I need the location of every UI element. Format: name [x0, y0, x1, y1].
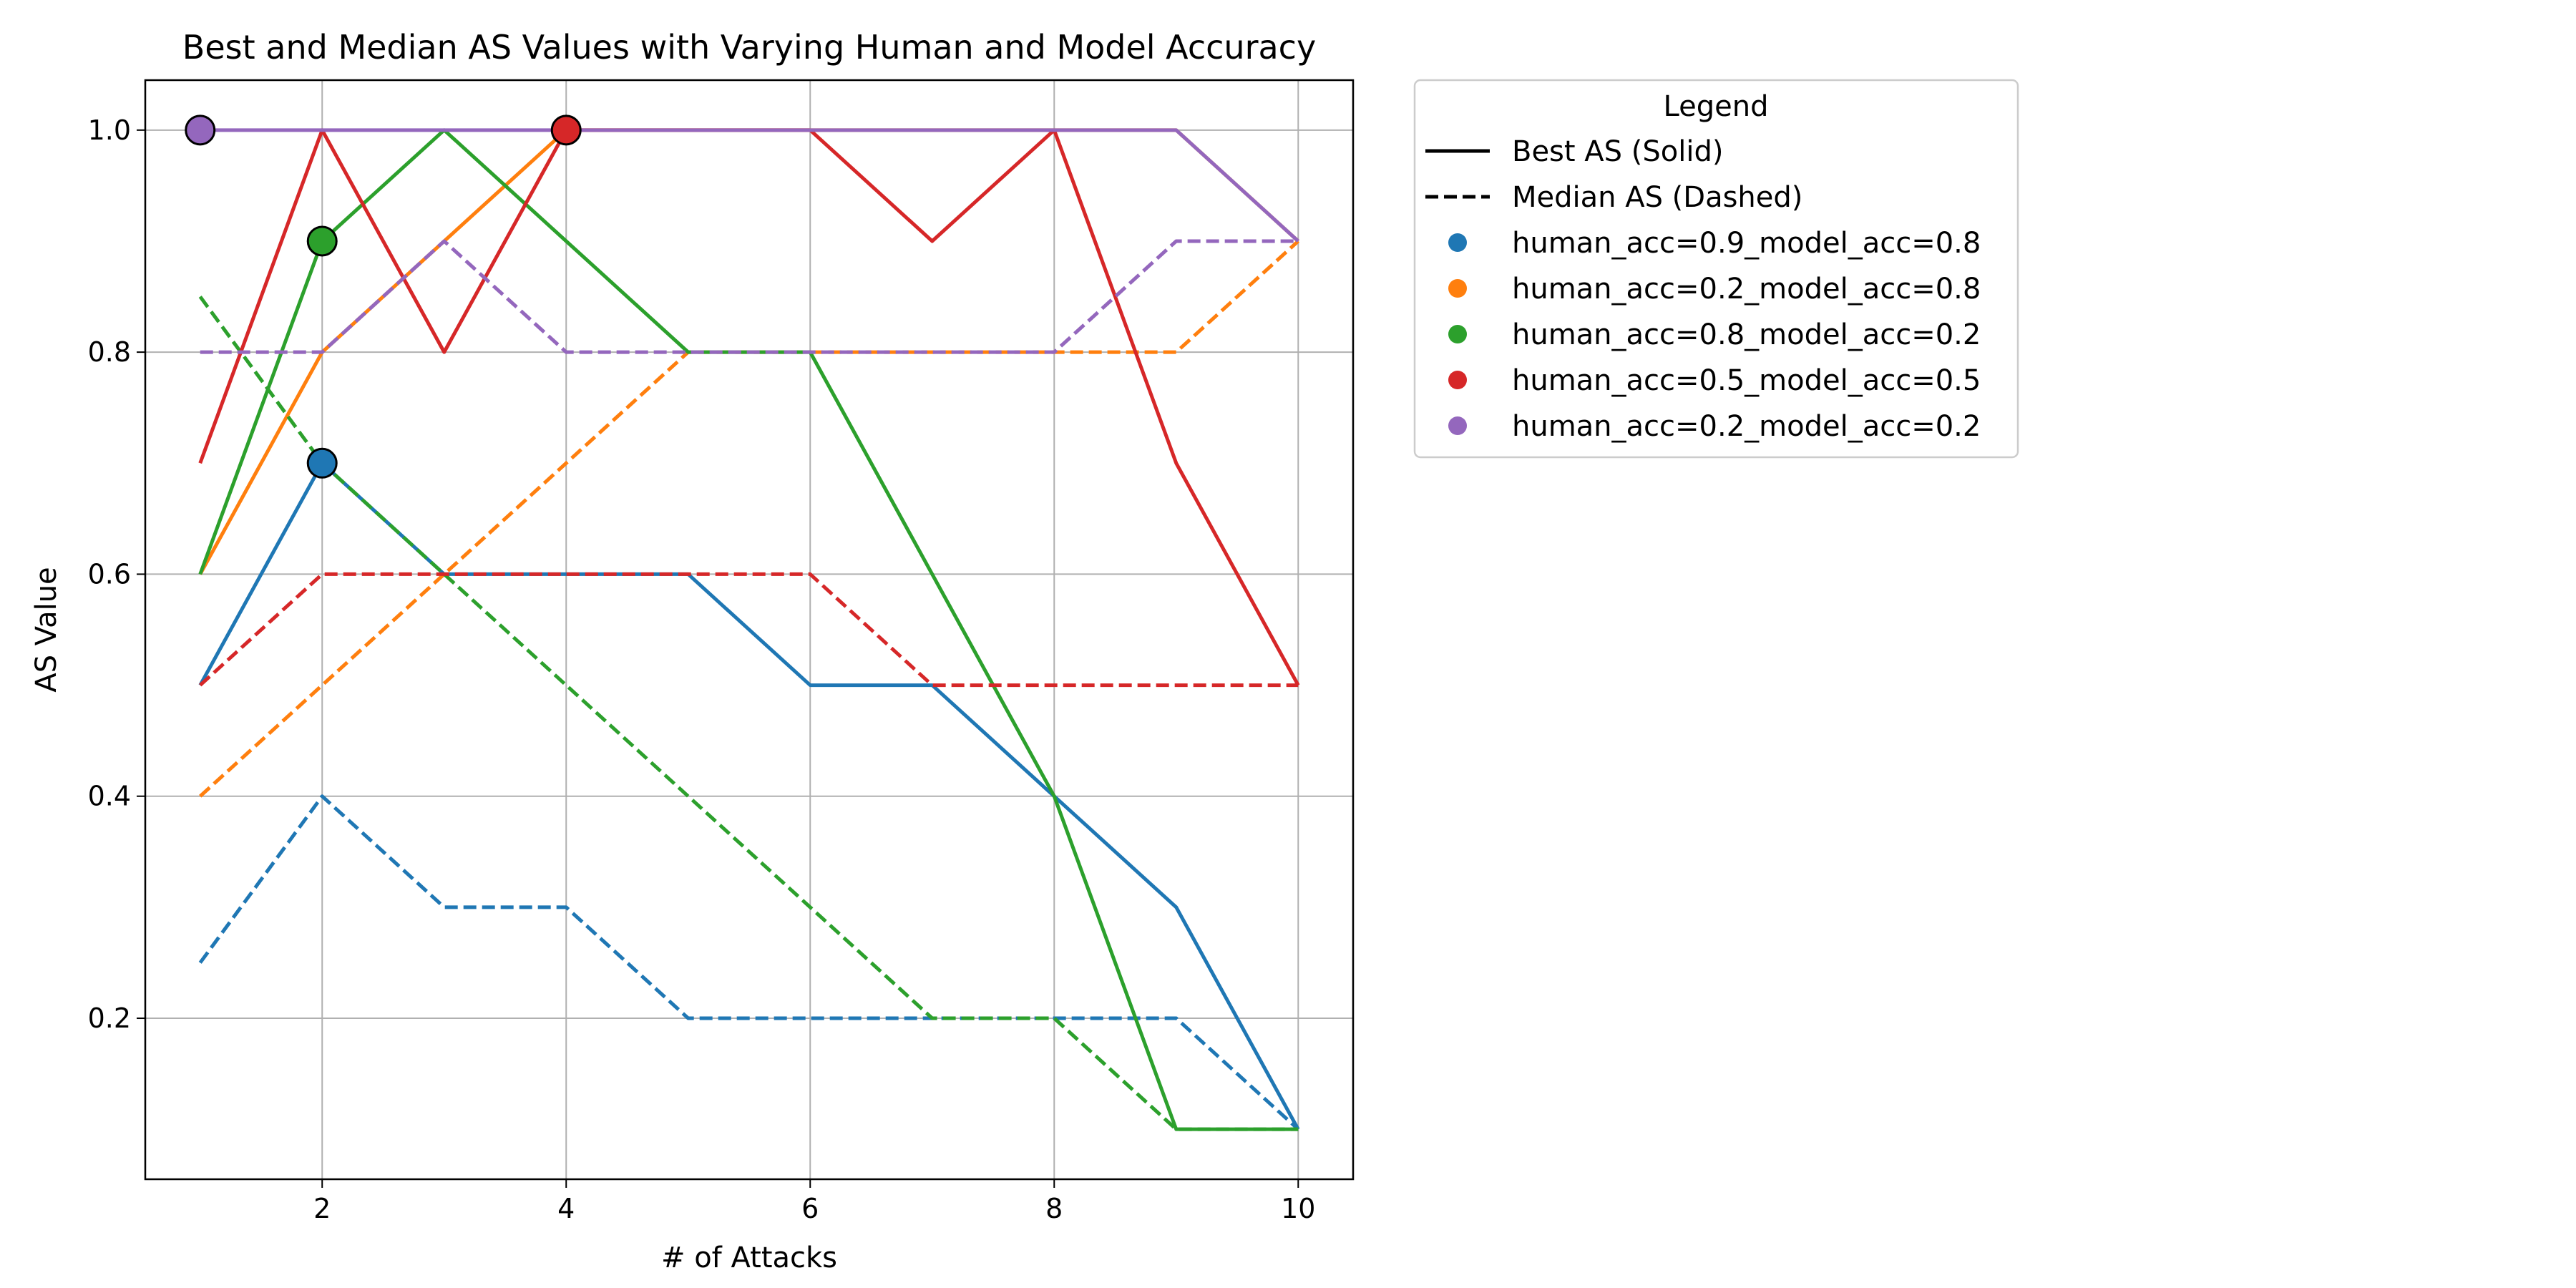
highlight-markers	[185, 114, 582, 479]
x-tick-label: 8	[1045, 1193, 1063, 1224]
best-point-marker-series-3	[550, 114, 582, 146]
legend-label: human_acc=0.2_model_acc=0.2	[1512, 410, 1981, 443]
median-line-series-3	[199, 572, 1299, 688]
legend-label: Best AS (Solid)	[1512, 135, 1723, 168]
legend-entries: Best AS (Solid) Median AS (Dashed) human_a…	[1425, 135, 1981, 443]
median-line-series-4	[200, 239, 1299, 354]
x-tick-label: 10	[1281, 1193, 1315, 1224]
legend-marker-series-3	[1448, 371, 1467, 389]
legend-marker-series-1	[1448, 279, 1467, 298]
y-tick-label: 0.8	[88, 336, 131, 368]
best-line-series-4	[200, 128, 1299, 243]
median-line-series-2	[198, 296, 1299, 1131]
axis-ticks: 2 4 6 8 10 0.2 0.4 0.6 0.8 1.0	[88, 114, 1316, 1224]
median-line-series-1	[199, 240, 1299, 798]
legend-label: human_acc=0.8_model_acc=0.2	[1512, 318, 1981, 351]
best-point-marker-series-0	[306, 447, 338, 479]
chart-title: Best and Median AS Values with Varying H…	[182, 28, 1316, 67]
best-point-marker-series-2	[306, 225, 338, 257]
legend: Legend Best AS (Solid) Median AS (Dashed)…	[1413, 79, 2019, 459]
best-point-marker-series-4	[185, 114, 216, 146]
legend-label: human_acc=0.5_model_acc=0.5	[1512, 364, 1981, 397]
legend-label: human_acc=0.9_model_acc=0.8	[1512, 227, 1981, 260]
legend-box	[1413, 79, 2019, 459]
legend-title: Legend	[1664, 90, 1769, 123]
legend-marker-series-4	[1448, 416, 1467, 435]
y-tick-label: 1.0	[88, 114, 131, 146]
plot-area-frame	[144, 79, 1355, 1181]
y-tick-label: 0.4	[88, 781, 131, 812]
y-tick-label: 0.2	[88, 1002, 131, 1034]
y-axis-label: AS Value	[30, 567, 63, 692]
x-tick-label: 6	[801, 1193, 819, 1224]
legend-marker-series-0	[1448, 233, 1467, 252]
x-axis-label: # of Attacks	[661, 1241, 837, 1274]
legend-marker-series-2	[1448, 325, 1467, 343]
median-line-series-0	[198, 794, 1299, 1131]
series-lines	[198, 128, 1300, 1131]
legend-label: Median AS (Dashed)	[1512, 181, 1802, 214]
x-tick-label: 2	[313, 1193, 331, 1224]
x-tick-label: 4	[557, 1193, 575, 1224]
legend-label: human_acc=0.2_model_acc=0.8	[1512, 273, 1981, 306]
y-tick-label: 0.6	[88, 558, 131, 590]
